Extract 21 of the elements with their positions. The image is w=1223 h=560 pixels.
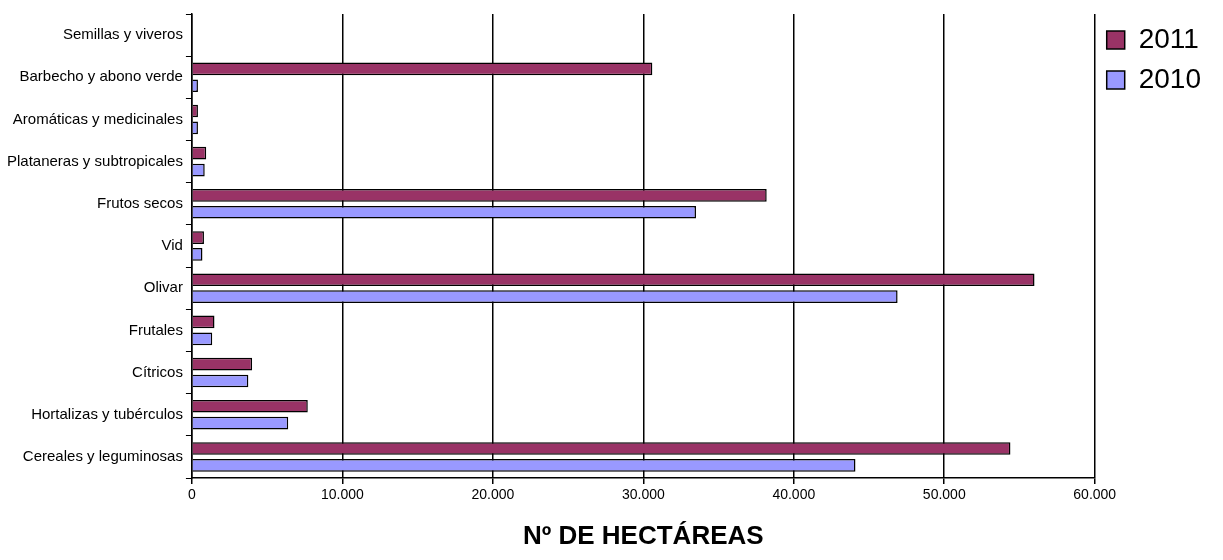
legend-label: 2010 (1138, 62, 1202, 94)
x-tick-label: 10.000 (320, 486, 365, 503)
y-tick-label: Aromáticas y medicinales (12, 109, 183, 127)
x-tick-label: 20.000 (471, 486, 515, 503)
y-tick-label: Plataneras y subtropicales (6, 151, 183, 169)
x-tick-label: 50.000 (922, 486, 966, 503)
y-tick-label: Cítricos (132, 362, 183, 380)
x-tick-label: 0 (188, 486, 197, 503)
y-tick-label: Olivar (143, 278, 183, 296)
x-tick-label: 60.000 (1073, 486, 1117, 503)
x-tick-label: 40.000 (772, 486, 816, 503)
x-axis-title: Nº DE HECTÁREAS (523, 519, 764, 550)
y-tick-label: Frutos secos (97, 193, 183, 211)
y-tick-label: Vid (161, 236, 183, 254)
x-tick-label: 30.000 (621, 486, 665, 503)
y-tick-label: Semillas y viveros (62, 25, 183, 43)
y-tick-label: Hortalizas y tubérculos (31, 404, 183, 422)
legend-label: 2011 (1138, 22, 1199, 54)
y-tick-label: Frutales (128, 320, 183, 338)
y-tick-label: Cereales y leguminosas (22, 447, 183, 465)
y-tick-label: Barbecho y abono verde (19, 67, 183, 85)
